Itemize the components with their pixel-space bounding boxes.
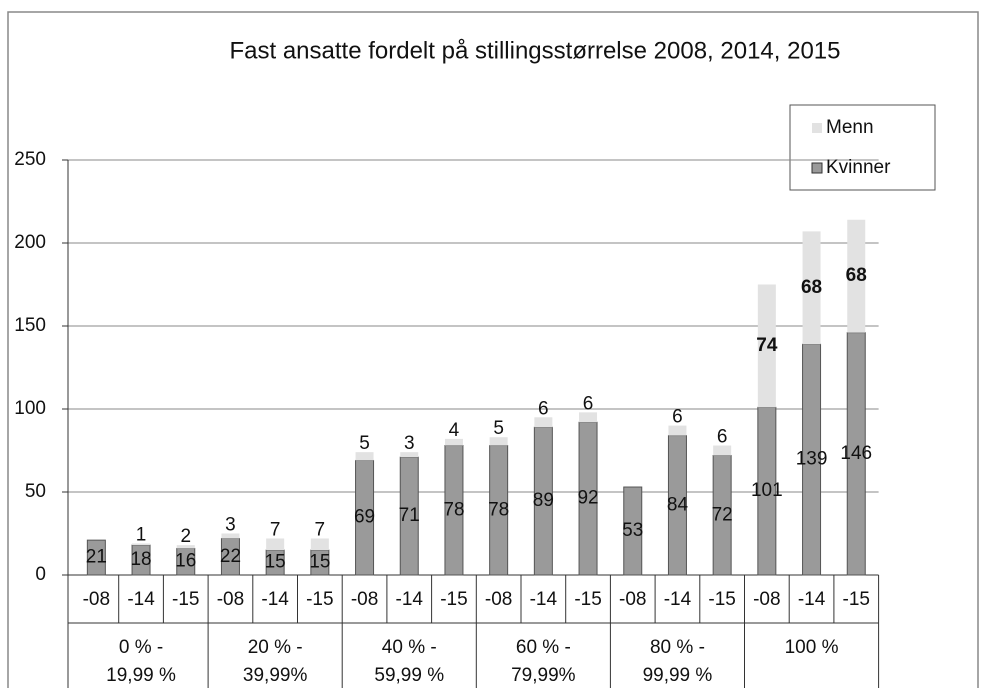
x-tick-label: -14	[664, 589, 692, 610]
bar-segment	[713, 445, 732, 456]
value-label: 146	[840, 443, 872, 464]
value-label: 4	[449, 420, 460, 441]
bar-segment	[310, 538, 329, 551]
x-tick-label: -08	[351, 589, 378, 610]
value-label: 78	[443, 499, 464, 520]
legend-swatch	[811, 162, 823, 174]
value-label: 92	[577, 488, 598, 509]
x-tick-label: -14	[261, 589, 289, 610]
x-tick-label: -14	[798, 589, 826, 610]
value-label: 72	[712, 504, 733, 525]
bar-segment	[176, 545, 195, 549]
bar-segment	[132, 543, 151, 546]
value-label: 16	[175, 551, 196, 572]
x-tick-label: -15	[843, 589, 870, 610]
value-label: 21	[86, 547, 107, 568]
value-label: 6	[538, 398, 549, 419]
value-label: 74	[756, 335, 778, 356]
group-label: 40 % -59,99 %	[374, 637, 444, 686]
y-tick-label: 200	[14, 232, 46, 253]
value-label: 6	[717, 427, 728, 448]
x-tick-label: -15	[574, 589, 601, 610]
x-tick-label: -14	[530, 589, 558, 610]
x-tick-label: -08	[753, 589, 780, 610]
value-label: 1	[136, 524, 147, 545]
value-label: 68	[801, 277, 822, 298]
bar-segment	[802, 231, 821, 345]
bar-segment	[623, 486, 643, 576]
bar-segment	[533, 426, 553, 576]
bar-segment	[534, 417, 553, 428]
bar-segment	[86, 539, 106, 576]
legend-label: Menn	[826, 117, 874, 138]
value-label: 5	[359, 433, 370, 454]
value-label: 6	[672, 407, 683, 428]
value-label: 7	[270, 519, 281, 540]
value-label: 53	[622, 520, 643, 541]
value-label: 2	[180, 526, 191, 547]
value-label: 5	[493, 418, 504, 439]
value-label: 68	[846, 265, 867, 286]
x-tick-label: -08	[217, 589, 244, 610]
value-label: 15	[309, 552, 330, 573]
group-label: 100 %	[785, 637, 839, 658]
group-label: 60 % -79,99%	[511, 637, 576, 686]
bar-segment	[579, 412, 598, 423]
value-label: 139	[796, 449, 828, 470]
group-label: 80 % -99,99 %	[643, 637, 713, 686]
value-label: 3	[404, 433, 415, 454]
legend-label: Kvinner	[826, 157, 891, 178]
y-tick-label: 250	[14, 149, 46, 170]
x-tick-label: -15	[708, 589, 735, 610]
value-label: 69	[354, 507, 375, 528]
frame	[7, 11, 979, 688]
x-tick-label: -08	[83, 589, 110, 610]
chart-title: Fast ansatte fordelt på stillingsstørrel…	[229, 37, 840, 64]
value-label: 84	[667, 494, 689, 515]
x-tick-label: -15	[172, 589, 199, 610]
x-tick-label: -15	[440, 589, 467, 610]
value-label: 3	[225, 515, 236, 536]
x-tick-label: -08	[485, 589, 512, 610]
bar-segment	[266, 538, 285, 551]
x-tick-label: -15	[306, 589, 333, 610]
value-label: 6	[583, 393, 594, 414]
bar-segment	[846, 332, 866, 576]
x-tick-label: -14	[396, 589, 424, 610]
group-label: 0 % -19,99 %	[106, 637, 176, 686]
x-tick-label: -14	[127, 589, 155, 610]
bar-segment	[444, 438, 463, 446]
bar-segment	[355, 452, 374, 461]
value-label: 18	[130, 549, 151, 570]
value-label: 22	[220, 546, 241, 567]
bar-segment	[221, 533, 240, 539]
group-label: 20 % -39,99%	[243, 637, 308, 686]
y-tick-label: 100	[14, 398, 46, 419]
y-tick-label: 50	[25, 481, 46, 502]
bar-segment	[757, 284, 776, 408]
y-tick-label: 150	[14, 315, 46, 336]
value-label: 78	[488, 499, 509, 520]
bar-segment	[668, 425, 687, 436]
legend-swatch	[812, 123, 822, 133]
bar-segment	[489, 437, 508, 446]
x-tick-label: -08	[619, 589, 646, 610]
value-label: 101	[751, 480, 783, 501]
value-label: 89	[533, 490, 554, 511]
bar-segment	[400, 452, 419, 458]
legend-box	[789, 104, 936, 191]
value-label: 15	[265, 552, 286, 573]
value-label: 7	[315, 519, 326, 540]
y-tick-label: 0	[35, 564, 46, 585]
bar-segment	[847, 219, 866, 333]
value-label: 71	[399, 505, 420, 526]
bar-segment	[712, 454, 732, 576]
